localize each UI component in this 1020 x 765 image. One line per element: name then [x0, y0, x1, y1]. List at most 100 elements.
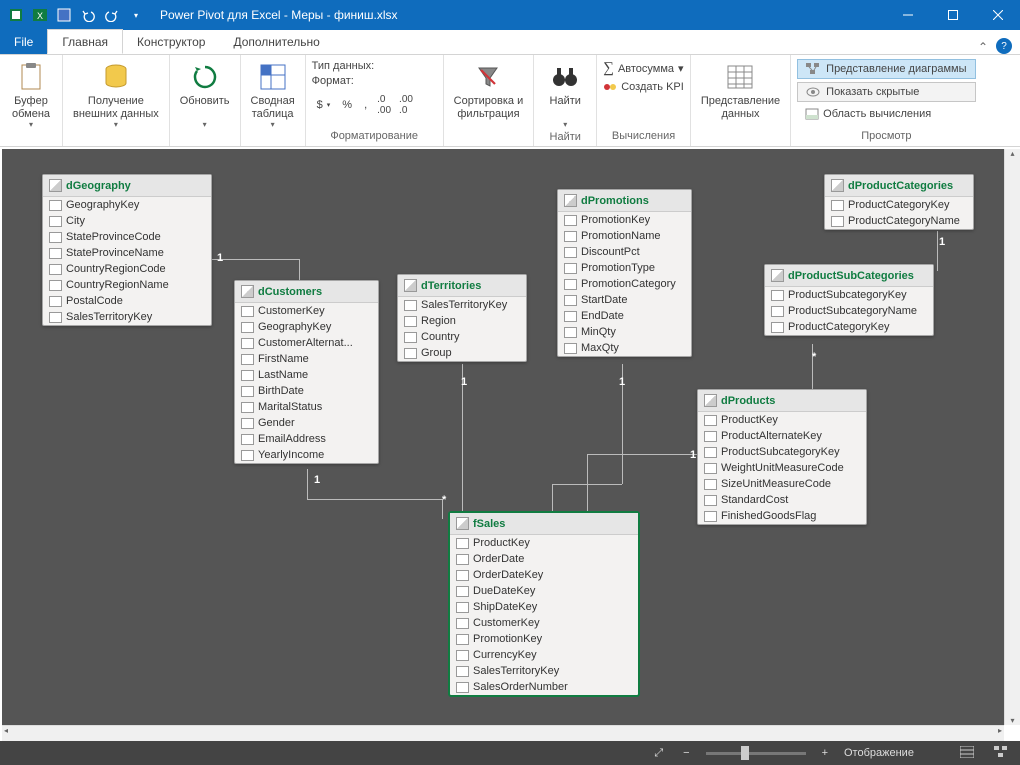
field-row[interactable]: ProductAlternateKey [698, 428, 866, 444]
tab-конструктор[interactable]: Конструктор [123, 29, 219, 54]
field-row[interactable]: PromotionKey [558, 212, 691, 228]
autosum-button[interactable]: ∑ Автосумма ▾ [603, 59, 684, 78]
table-header[interactable]: dCustomers [235, 281, 378, 303]
field-row[interactable]: Gender [235, 415, 378, 431]
field-row[interactable]: EmailAddress [235, 431, 378, 447]
field-row[interactable]: CustomerKey [450, 615, 638, 631]
undo-icon[interactable] [78, 5, 98, 25]
table-dpromotions[interactable]: dPromotionsPromotionKeyPromotionNameDisc… [557, 189, 692, 357]
relationship-line[interactable] [307, 499, 442, 500]
data-view-icon[interactable] [956, 746, 978, 761]
field-row[interactable]: FinishedGoodsFlag [698, 508, 866, 524]
redo-icon[interactable] [102, 5, 122, 25]
field-row[interactable]: ProductSubcategoryKey [765, 287, 933, 303]
field-row[interactable]: PromotionKey [450, 631, 638, 647]
app-icon[interactable] [6, 5, 26, 25]
help-icon[interactable]: ? [996, 38, 1012, 54]
relationship-line[interactable] [307, 469, 308, 499]
field-row[interactable]: CountryRegionName [43, 277, 211, 293]
table-header[interactable]: dProducts [698, 390, 866, 412]
maximize-button[interactable] [930, 0, 975, 30]
zoom-out-button[interactable]: − [679, 747, 693, 759]
field-row[interactable]: SalesOrderNumber [450, 679, 638, 695]
collapse-ribbon-icon[interactable]: ⌃ [970, 40, 996, 54]
field-row[interactable]: PromotionType [558, 260, 691, 276]
diagram-canvas[interactable]: dGeographyGeographyKeyCityStateProvinceC… [2, 149, 1004, 725]
field-row[interactable]: DueDateKey [450, 583, 638, 599]
field-row[interactable]: PostalCode [43, 293, 211, 309]
field-row[interactable]: SalesTerritoryKey [43, 309, 211, 325]
field-row[interactable]: ProductCategoryKey [765, 319, 933, 335]
field-row[interactable]: GeographyKey [235, 319, 378, 335]
zoom-slider[interactable] [706, 752, 806, 755]
table-dproductcategories[interactable]: dProductCategoriesProductCategoryKeyProd… [824, 174, 974, 230]
relationship-line[interactable] [587, 454, 642, 455]
field-row[interactable]: LastName [235, 367, 378, 383]
field-row[interactable]: BirthDate [235, 383, 378, 399]
field-row[interactable]: SizeUnitMeasureCode [698, 476, 866, 492]
field-row[interactable]: CurrencyKey [450, 647, 638, 663]
field-row[interactable]: StateProvinceCode [43, 229, 211, 245]
field-row[interactable]: PromotionCategory [558, 276, 691, 292]
qat-dropdown-icon[interactable]: ▾ [126, 5, 146, 25]
table-fsales[interactable]: fSalesProductKeyOrderDateOrderDateKeyDue… [449, 512, 639, 696]
relationship-line[interactable] [937, 231, 938, 266]
zoom-in-button[interactable]: + [818, 747, 832, 759]
fit-icon[interactable]: ⤢ [650, 747, 667, 760]
field-row[interactable]: Region [398, 313, 526, 329]
close-button[interactable] [975, 0, 1020, 30]
tab-главная[interactable]: Главная [47, 29, 123, 54]
field-row[interactable]: GeographyKey [43, 197, 211, 213]
field-row[interactable]: FirstName [235, 351, 378, 367]
table-dproducts[interactable]: dProductsProductKeyProductAlternateKeyPr… [697, 389, 867, 525]
field-row[interactable]: MinQty [558, 324, 691, 340]
table-header[interactable]: dTerritories [398, 275, 526, 297]
relationship-line[interactable] [552, 484, 553, 514]
field-row[interactable]: ProductCategoryKey [825, 197, 973, 213]
field-row[interactable]: City [43, 213, 211, 229]
field-row[interactable]: StandardCost [698, 492, 866, 508]
relationship-line[interactable] [587, 454, 588, 514]
table-header[interactable]: dProductCategories [825, 175, 973, 197]
table-dgeography[interactable]: dGeographyGeographyKeyCityStateProvinceC… [42, 174, 212, 326]
field-row[interactable]: PromotionName [558, 228, 691, 244]
field-row[interactable]: MaxQty [558, 340, 691, 356]
relationship-line[interactable] [937, 266, 938, 271]
percent-button[interactable]: % [337, 92, 357, 118]
field-row[interactable]: CustomerAlternat... [235, 335, 378, 351]
sort-filter-button[interactable]: Сортировка и фильтрация [450, 59, 528, 122]
field-row[interactable]: StateProvinceName [43, 245, 211, 261]
get-data-button[interactable]: Получение внешних данных▾ [69, 59, 163, 131]
table-header[interactable]: dGeography [43, 175, 211, 197]
show-hidden-button[interactable]: Показать скрытые [797, 82, 975, 102]
field-row[interactable]: YearlyIncome [235, 447, 378, 463]
diagram-view-icon[interactable] [990, 746, 1012, 761]
field-row[interactable]: OrderDateKey [450, 567, 638, 583]
relationship-line[interactable] [234, 259, 299, 260]
field-row[interactable]: Group [398, 345, 526, 361]
field-row[interactable]: SalesTerritoryKey [450, 663, 638, 679]
data-type-dropdown[interactable]: Тип данных: [312, 59, 437, 73]
field-row[interactable]: ProductSubcategoryName [765, 303, 933, 319]
increase-decimal-button[interactable]: .0.00 [374, 92, 394, 118]
field-row[interactable]: CustomerKey [235, 303, 378, 319]
pivot-button[interactable]: Сводная таблица▾ [247, 59, 299, 131]
clipboard-button[interactable]: Буфер обмена▾ [6, 59, 56, 131]
field-row[interactable]: Country [398, 329, 526, 345]
currency-button[interactable]: $ ▾ [312, 92, 336, 118]
field-row[interactable]: DiscountPct [558, 244, 691, 260]
field-row[interactable]: SalesTerritoryKey [398, 297, 526, 313]
create-kpi-button[interactable]: Создать KPI [603, 79, 684, 95]
table-dterritories[interactable]: dTerritoriesSalesTerritoryKeyRegionCount… [397, 274, 527, 362]
save-icon[interactable] [54, 5, 74, 25]
relationship-line[interactable] [642, 454, 697, 455]
table-header[interactable]: fSales [450, 513, 638, 535]
field-row[interactable]: OrderDate [450, 551, 638, 567]
format-dropdown[interactable]: Формат: [312, 74, 437, 88]
comma-button[interactable]: , [359, 92, 372, 118]
field-row[interactable]: WeightUnitMeasureCode [698, 460, 866, 476]
field-row[interactable]: ProductSubcategoryKey [698, 444, 866, 460]
field-row[interactable]: EndDate [558, 308, 691, 324]
field-row[interactable]: ProductKey [450, 535, 638, 551]
field-row[interactable]: ShipDateKey [450, 599, 638, 615]
